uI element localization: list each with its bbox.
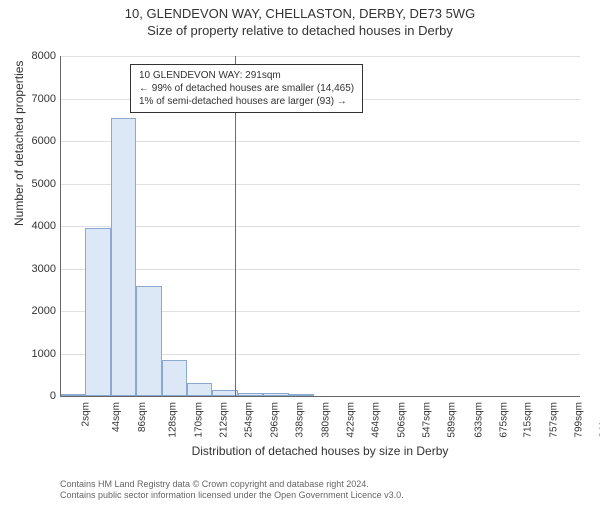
footer-line1: Contains HM Land Registry data © Crown c… [60, 479, 404, 491]
histogram-bar [136, 286, 161, 397]
x-tick: 715sqm [523, 402, 534, 438]
footer-line2: Contains public sector information licen… [60, 490, 404, 502]
x-tick: 422sqm [346, 402, 357, 438]
gridline [60, 226, 580, 227]
x-axis-label: Distribution of detached houses by size … [60, 444, 580, 458]
histogram-bar [187, 383, 212, 396]
y-tick: 1000 [22, 348, 56, 360]
x-axis [60, 396, 580, 397]
y-tick: 2000 [22, 305, 56, 317]
y-axis [60, 56, 61, 396]
x-tick: 799sqm [573, 402, 584, 438]
y-tick: 5000 [22, 178, 56, 190]
x-tick: 506sqm [396, 402, 407, 438]
x-tick: 464sqm [371, 402, 382, 438]
y-tick: 0 [22, 390, 56, 402]
x-tick: 757sqm [548, 402, 559, 438]
x-tick: 2sqm [80, 402, 91, 426]
x-tick: 44sqm [111, 402, 122, 432]
x-tick: 296sqm [269, 402, 280, 438]
x-tick: 254sqm [244, 402, 255, 438]
x-tick: 338sqm [295, 402, 306, 438]
y-tick: 7000 [22, 93, 56, 105]
x-tick: 170sqm [193, 402, 204, 438]
chart-container: 10, GLENDEVON WAY, CHELLASTON, DERBY, DE… [0, 6, 600, 506]
plot-region: 0100020003000400050006000700080002sqm44s… [60, 56, 580, 396]
annotation-line: 1% of semi-detached houses are larger (9… [139, 95, 354, 108]
x-tick: 547sqm [421, 402, 432, 438]
annotation-line: ← 99% of detached houses are smaller (14… [139, 82, 354, 95]
x-tick: 212sqm [219, 402, 230, 438]
annotation-box: 10 GLENDEVON WAY: 291sqm← 99% of detache… [130, 64, 363, 113]
footer-attribution: Contains HM Land Registry data © Crown c… [60, 479, 404, 502]
x-tick: 633sqm [473, 402, 484, 438]
y-tick: 6000 [22, 135, 56, 147]
x-tick: 128sqm [168, 402, 179, 438]
annotation-line: 10 GLENDEVON WAY: 291sqm [139, 69, 354, 82]
chart-subtitle: Size of property relative to detached ho… [0, 23, 600, 38]
chart-area: Number of detached properties 0100020003… [60, 56, 580, 416]
x-tick: 675sqm [499, 402, 510, 438]
y-tick: 4000 [22, 220, 56, 232]
chart-title: 10, GLENDEVON WAY, CHELLASTON, DERBY, DE… [0, 6, 600, 21]
histogram-bar [162, 360, 187, 396]
gridline [60, 184, 580, 185]
y-tick: 3000 [22, 263, 56, 275]
gridline [60, 141, 580, 142]
gridline [60, 56, 580, 57]
gridline [60, 269, 580, 270]
x-tick: 86sqm [137, 402, 148, 432]
y-tick: 8000 [22, 50, 56, 62]
histogram-bar [111, 118, 136, 396]
histogram-bar [85, 228, 110, 396]
x-tick: 589sqm [447, 402, 458, 438]
x-tick: 380sqm [320, 402, 331, 438]
